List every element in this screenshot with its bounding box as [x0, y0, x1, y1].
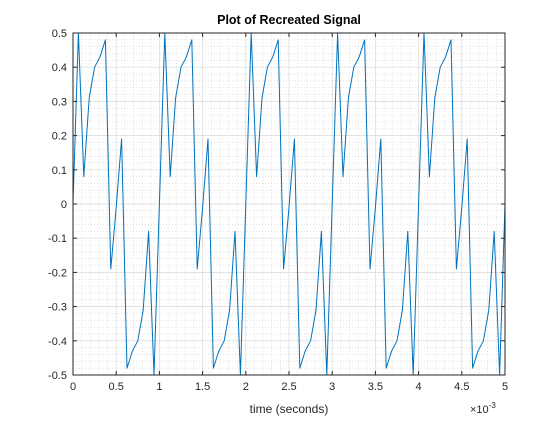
y-tick-label: 0.3: [52, 96, 67, 108]
signal-line: [72, 32, 506, 376]
x-axis-exponent-power: -3: [489, 401, 497, 410]
y-tick-label: 0.5: [52, 28, 67, 40]
x-tick-label: 2: [243, 381, 249, 393]
y-tick-label: -0.2: [48, 267, 67, 279]
y-tick-label: 0.1: [52, 165, 67, 177]
y-tick-label: -0.3: [48, 302, 67, 314]
x-tick-label: 4: [416, 381, 422, 393]
x-axis-exponent: ×10-3: [470, 401, 496, 416]
x-tick-label: 3: [329, 381, 335, 393]
x-tick-labels: 0 0.5 1 1.5 2 2.5 3 3.5 4 4.5 5: [70, 381, 508, 393]
x-tick-label: 0.5: [109, 381, 124, 393]
x-tick-label: 3.5: [368, 381, 383, 393]
y-tick-label: 0: [61, 199, 67, 211]
x-axis-exponent-base: ×10: [470, 404, 489, 416]
tick-marks: [72, 32, 506, 376]
x-tick-label: 4.5: [454, 381, 469, 393]
y-tick-label: 0.2: [52, 131, 67, 143]
y-tick-label: -0.1: [48, 233, 67, 245]
y-tick-label: 0.4: [52, 62, 67, 74]
y-tick-labels: -0.5 -0.4 -0.3 -0.2 -0.1 0 0.1 0.2 0.3 0.4 0.5: [48, 28, 67, 382]
y-tick-label: -0.5: [48, 370, 67, 382]
x-axis-label: time (seconds): [250, 402, 329, 416]
chart-title: Plot of Recreated Signal: [217, 13, 361, 27]
x-tick-label: 5: [502, 381, 508, 393]
x-tick-label: 0: [70, 381, 76, 393]
y-tick-label: -0.4: [48, 336, 67, 348]
series-group: [72, 32, 506, 376]
x-tick-label: 2.5: [281, 381, 296, 393]
x-tick-label: 1: [156, 381, 162, 393]
x-tick-label: 1.5: [195, 381, 210, 393]
